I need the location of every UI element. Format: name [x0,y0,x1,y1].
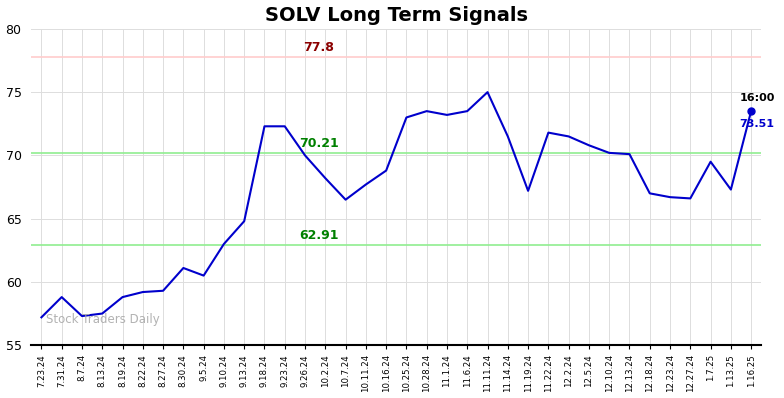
Text: 77.8: 77.8 [303,41,334,54]
Text: 62.91: 62.91 [299,229,339,242]
Text: 73.51: 73.51 [739,119,775,129]
Text: 16:00: 16:00 [739,94,775,103]
Text: Stock Traders Daily: Stock Traders Daily [46,313,160,326]
Title: SOLV Long Term Signals: SOLV Long Term Signals [265,6,528,25]
Text: 70.21: 70.21 [299,137,339,150]
Point [745,108,757,114]
